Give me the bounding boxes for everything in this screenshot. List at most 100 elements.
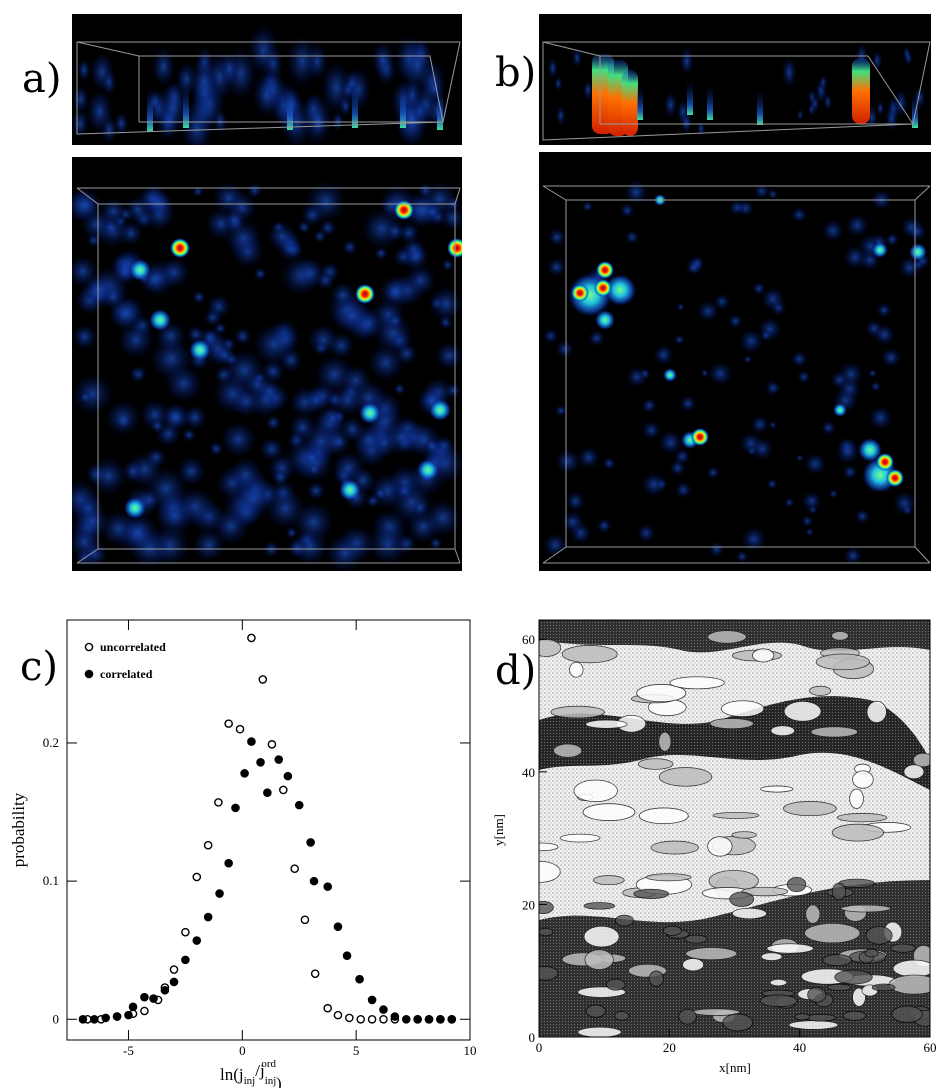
- panel-b-top-density: [542, 179, 931, 566]
- contour-patch: [864, 948, 879, 958]
- density-blob: [175, 486, 216, 528]
- legend-marker: [84, 642, 94, 652]
- data-point: [214, 798, 223, 807]
- density-blob: [86, 88, 114, 135]
- contour-patch: [561, 645, 618, 664]
- density-blob: [743, 355, 752, 364]
- contour-patch: [805, 1013, 837, 1022]
- contour-patch: [892, 959, 930, 978]
- density-blob: [658, 429, 684, 455]
- density-blob: [325, 533, 365, 571]
- x-tick-label: 5: [353, 1043, 360, 1058]
- density-blob: [547, 228, 566, 247]
- density-blob: [394, 200, 414, 220]
- density-blob: [746, 446, 757, 456]
- y-tick-label: 0: [53, 1011, 60, 1026]
- contour-patch: [834, 969, 873, 985]
- density-blob: [594, 279, 612, 297]
- density-blob: [750, 437, 774, 461]
- density-blob: [728, 199, 746, 216]
- density-blob: [220, 420, 257, 458]
- data-point: [149, 994, 158, 1003]
- panel-label: d): [495, 648, 536, 694]
- data-point: [283, 771, 293, 781]
- density-blob: [569, 522, 592, 545]
- density-blob: [843, 546, 863, 566]
- contour-patch: [731, 831, 757, 839]
- contour-patch: [831, 882, 847, 901]
- density-blob: [72, 85, 90, 114]
- density-blob: [319, 219, 337, 237]
- density-blob: [639, 367, 652, 380]
- density-blob: [596, 518, 612, 534]
- data-point: [345, 1013, 354, 1023]
- density-blob: [164, 364, 204, 404]
- data-point: [240, 769, 249, 778]
- contour-patch: [539, 901, 554, 914]
- contour-patch: [770, 725, 796, 737]
- density-blob: [393, 382, 406, 396]
- contour-patch: [539, 860, 561, 883]
- density-blob: [750, 415, 770, 435]
- density-blob: [367, 524, 408, 565]
- density-blob: [801, 491, 822, 512]
- x-axis-label-part: ln(j: [220, 1065, 244, 1084]
- density-blob: [359, 402, 381, 424]
- density-blob: [405, 264, 437, 297]
- density-blob: [669, 459, 687, 477]
- y-tick-label: 60: [522, 632, 535, 647]
- data-point: [224, 858, 233, 868]
- density-blob: [227, 457, 264, 494]
- density-blob: [355, 284, 375, 304]
- density-blob: [395, 342, 418, 366]
- density-blob: [122, 460, 144, 483]
- panel-a-side-density: [72, 23, 449, 145]
- density-blob: [700, 368, 709, 378]
- density-blob: [821, 219, 845, 243]
- contour-patch: [678, 1008, 697, 1025]
- data-point: [124, 1010, 133, 1020]
- density-blob: [286, 34, 319, 88]
- x-axis-label-part: inj: [265, 1075, 277, 1087]
- density-blob: [884, 104, 899, 132]
- contour-patch: [662, 925, 682, 936]
- density-blob: [679, 46, 695, 76]
- contour-patch: [573, 779, 618, 803]
- density-blob: [341, 239, 358, 256]
- contour-patch: [866, 700, 887, 723]
- panel-label: c): [20, 644, 58, 690]
- density-blob: [876, 302, 892, 318]
- data-point: [90, 1014, 99, 1024]
- density-blob: [303, 386, 330, 413]
- density-streak: [912, 93, 918, 128]
- x-axis-label: x[nm]: [719, 1060, 751, 1075]
- density-blob: [264, 487, 307, 530]
- density-blob: [176, 456, 207, 487]
- density-blob: [768, 420, 778, 430]
- density-streak: [352, 83, 358, 128]
- density-blob: [641, 397, 658, 414]
- data-point: [215, 889, 224, 898]
- y-tick-label: 0: [529, 1030, 536, 1045]
- density-blob: [186, 325, 205, 344]
- data-point: [274, 755, 284, 764]
- panel-label: b): [495, 50, 536, 96]
- density-blob: [555, 339, 575, 359]
- data-point: [424, 1014, 434, 1024]
- density-blob: [423, 498, 462, 538]
- density-blob: [320, 405, 346, 431]
- data-point: [224, 719, 233, 728]
- plot-frame: [66, 619, 471, 1041]
- contour-patch: [805, 904, 821, 924]
- contour-patch: [783, 700, 822, 722]
- data-point: [379, 1014, 388, 1024]
- density-blob: [206, 294, 231, 319]
- density-blob: [697, 300, 720, 323]
- data-point: [323, 1003, 332, 1013]
- density-blob: [571, 47, 583, 68]
- density-blob: [636, 523, 656, 543]
- contour-patch: [760, 785, 794, 793]
- density-blob: [886, 469, 904, 487]
- x-axis-label-part: ): [276, 1074, 282, 1088]
